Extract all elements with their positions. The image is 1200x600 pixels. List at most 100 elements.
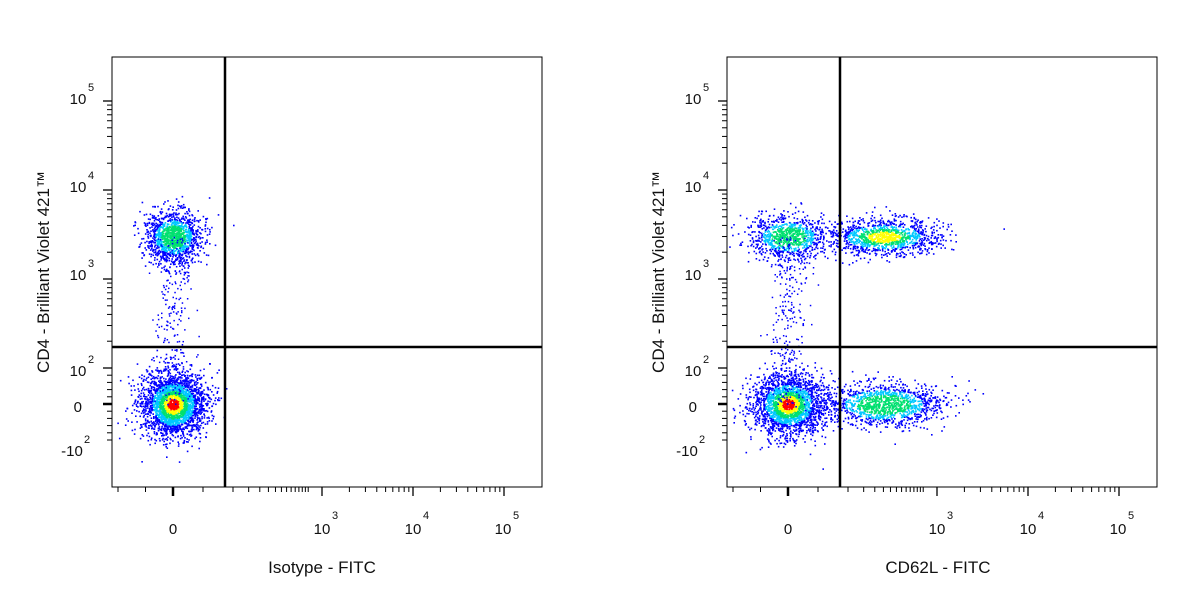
event-dot (165, 368, 168, 370)
event-dot (158, 381, 161, 384)
event-dot (771, 432, 773, 434)
event-dot (179, 257, 182, 260)
event-dot (157, 226, 159, 229)
event-dot (773, 388, 775, 391)
event-dot (163, 412, 165, 414)
event-dot (208, 420, 211, 422)
event-dot (195, 423, 198, 426)
event-dot (192, 401, 195, 403)
event-dot (798, 419, 800, 421)
event-dot (192, 418, 194, 420)
event-dot (203, 397, 205, 400)
event-dot (198, 400, 201, 402)
event-dot (126, 407, 128, 410)
event-dot (175, 365, 177, 368)
event-dot (163, 247, 166, 250)
event-dot (191, 227, 193, 229)
event-dot (159, 240, 162, 242)
event-dot (162, 389, 165, 391)
event-dot (170, 358, 172, 360)
event-dot (191, 384, 194, 387)
event-dot (158, 412, 161, 415)
event-dot (164, 368, 167, 370)
event-dot (175, 226, 177, 228)
event-dot (754, 382, 756, 385)
event-dot (193, 428, 195, 431)
event-dot (755, 424, 758, 426)
event-dot (153, 259, 156, 261)
event-dot (767, 446, 770, 448)
event-dot (169, 205, 172, 207)
event-dot (187, 423, 190, 425)
event-dot (140, 424, 143, 426)
event-dot (201, 405, 203, 407)
event-dot (181, 362, 183, 365)
event-dot (140, 395, 142, 398)
event-dot (154, 442, 156, 445)
event-dot (174, 243, 177, 246)
event-dot (205, 431, 208, 434)
event-dot (155, 330, 157, 332)
event-dot (187, 235, 190, 237)
event-dot (175, 312, 178, 314)
event-dot (179, 407, 181, 410)
event-dot (186, 393, 189, 395)
event-dot (765, 419, 767, 421)
event-dot (179, 414, 182, 417)
event-dot (196, 246, 199, 249)
event-dot (208, 397, 211, 399)
event-dot (199, 426, 201, 429)
event-dot (821, 412, 823, 415)
event-dot (181, 423, 184, 426)
event-dot (157, 334, 159, 337)
event-dot (188, 232, 191, 235)
event-dot (200, 246, 202, 249)
event-dot (776, 395, 778, 398)
event-dot (187, 236, 190, 238)
event-dot (214, 244, 217, 247)
event-dot (186, 251, 188, 254)
event-dot (194, 217, 196, 219)
event-dot (185, 410, 188, 413)
event-dot (161, 397, 163, 400)
event-dot (175, 297, 178, 300)
event-dot (169, 235, 171, 238)
event-dot (191, 419, 194, 421)
event-dot (192, 230, 194, 232)
event-dot (155, 402, 158, 404)
event-dot (165, 246, 167, 248)
event-dot (797, 424, 799, 427)
event-dot (177, 226, 180, 228)
event-dot (189, 229, 191, 232)
event-dot (197, 426, 199, 429)
event-dot (155, 419, 157, 421)
event-dot (180, 220, 182, 223)
event-dot (179, 260, 182, 262)
event-dot (196, 309, 199, 312)
event-dot (179, 390, 181, 392)
event-dot (161, 403, 163, 405)
event-dot (154, 409, 157, 411)
event-dot (169, 432, 172, 434)
event-dot (183, 239, 186, 242)
event-dot (170, 275, 172, 278)
event-dot (178, 415, 180, 417)
event-dot (142, 412, 145, 414)
event-dot (181, 254, 183, 257)
event-dot (183, 355, 185, 357)
event-dot (179, 238, 182, 241)
event-dot (152, 406, 155, 408)
event-dot (191, 379, 193, 382)
event-dot (784, 385, 786, 387)
event-dot (788, 389, 790, 391)
event-dot (789, 438, 791, 440)
event-dot (149, 384, 152, 387)
event-dot (163, 392, 165, 395)
event-dot (770, 404, 772, 407)
event-dot (146, 420, 149, 423)
event-dot (747, 397, 750, 399)
event-dot (152, 386, 155, 388)
event-dot (763, 399, 766, 402)
event-dot (185, 414, 187, 417)
event-dot (196, 377, 198, 380)
